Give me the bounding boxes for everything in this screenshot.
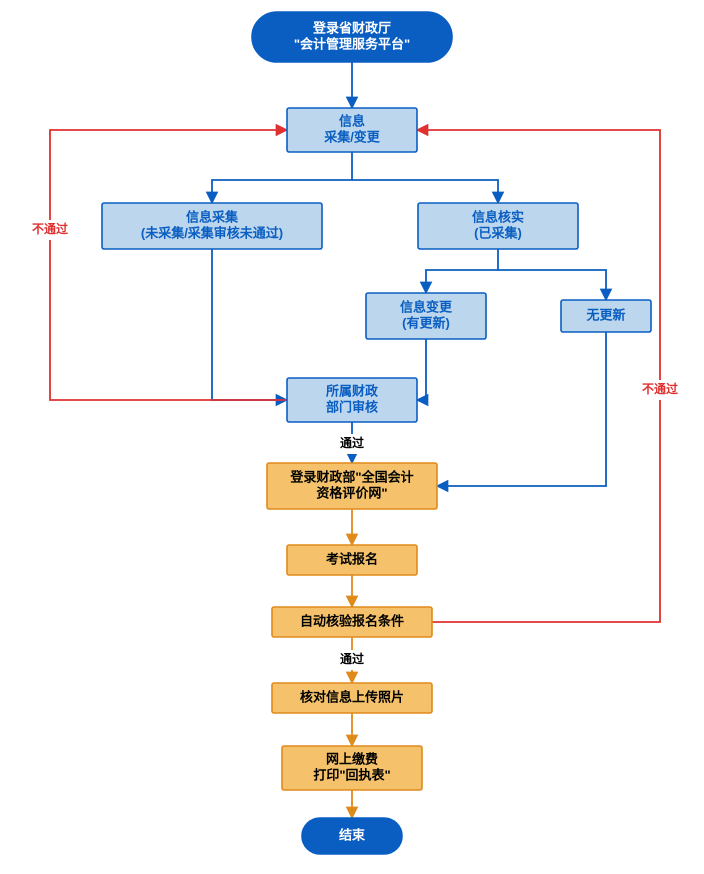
node-collect-label-1: (未采集/采集审核未通过) [141,225,283,240]
edge-label-3: 通过 [340,651,364,666]
node-pay: 网上缴费打印"回执表" [282,746,422,790]
node-end: 结束 [302,818,402,854]
node-login2: 登录财政部"全国会计资格评价网" [267,463,437,509]
node-audit: 所属财政部门审核 [287,378,417,422]
node-audit-label-1: 部门审核 [326,399,378,414]
node-signup: 考试报名 [287,545,417,575]
node-pay-label-0: 网上缴费 [326,751,378,766]
node-verify-label-0: 信息核实 [472,209,524,224]
node-info: 信息采集/变更 [287,108,417,152]
node-info-label-0: 信息 [339,113,365,128]
node-change: 信息变更(有更新) [366,293,486,339]
edge-7 [437,332,606,486]
edge-label-0: 不通过 [32,221,68,236]
node-check: 自动核验报名条件 [272,607,432,637]
node-login2-label-1: 资格评价网" [316,485,387,500]
node-pay-label-1: 打印"回执表" [313,767,390,782]
edge-4 [426,249,498,293]
node-audit-label-0: 所属财政 [326,383,379,398]
node-verify: 信息核实(已采集) [418,203,578,249]
node-login2-label-0: 登录财政部"全国会计 [289,469,413,484]
node-noupdate: 无更新 [561,300,651,332]
flowchart-canvas: 登录省财政厅"会计管理服务平台" 信息采集/变更信息采集(未采集/采集审核未通过)… [0,0,704,874]
edge-5 [498,270,606,300]
edge-6 [417,339,426,400]
node-change-label-0: 信息变更 [400,299,453,314]
edge-2 [352,180,498,203]
node-start: 登录省财政厅"会计管理服务平台" [252,12,452,62]
edge-label-2: 通过 [340,435,364,450]
node-signup-label-0: 考试报名 [326,551,378,566]
node-noupdate-label-0: 无更新 [585,307,625,322]
node-collect-label-0: 信息采集 [186,209,239,224]
node-start-label-0: 登录省财政厅 [312,20,391,35]
node-collect: 信息采集(未采集/采集审核未通过) [102,203,322,249]
edge-label-1: 不通过 [642,381,678,396]
node-end-label-0: 结束 [339,827,366,842]
node-upload-label-0: 核对信息上传照片 [300,689,404,704]
node-info-label-1: 采集/变更 [323,129,381,144]
node-verify-label-1: (已采集) [474,225,522,240]
edge-14 [50,130,287,400]
edge-1 [212,152,352,203]
node-start-label-1: "会计管理服务平台" [294,36,410,51]
node-upload: 核对信息上传照片 [272,683,432,713]
node-check-label-0: 自动核验报名条件 [300,613,404,628]
edge-3 [212,249,287,400]
node-change-label-1: (有更新) [402,315,450,330]
